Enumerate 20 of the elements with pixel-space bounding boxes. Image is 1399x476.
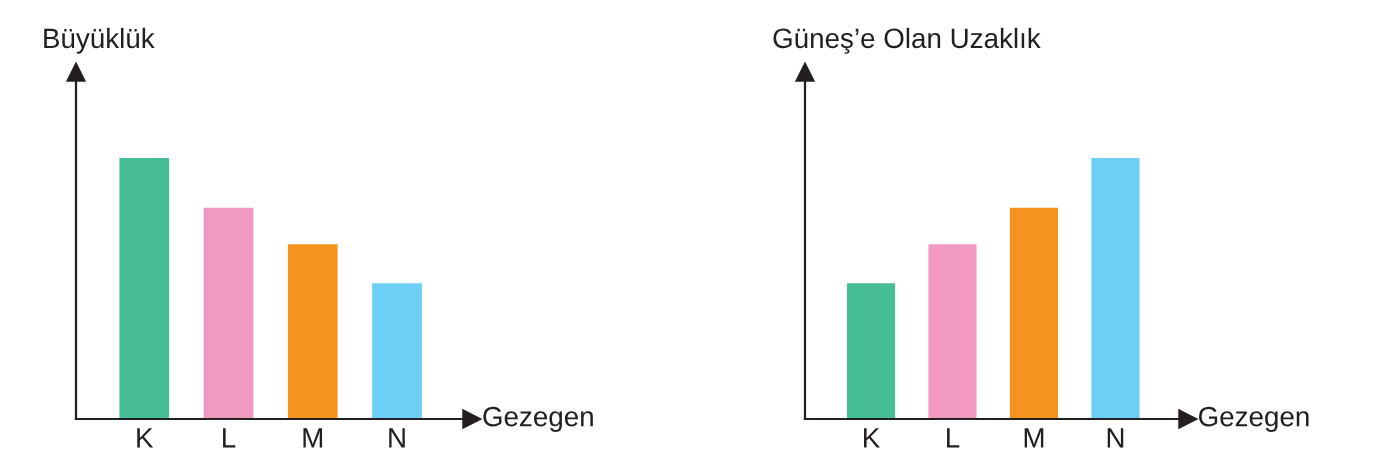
x-tick-label: K — [137, 428, 154, 448]
bar — [287, 244, 338, 419]
x-tick-label: N — [1107, 428, 1124, 448]
bar — [928, 244, 977, 419]
bar — [1009, 207, 1059, 419]
y-axis-title: Büyüklük — [44, 27, 155, 54]
bar — [372, 283, 422, 419]
x-tick-label: M — [1024, 428, 1044, 448]
bar — [1091, 158, 1140, 419]
x-tick-label: L — [223, 428, 236, 448]
y-axis-title: Güneş’e Olan Uzaklık — [773, 27, 1041, 54]
bar — [846, 283, 896, 419]
x-axis-title: Gezegen — [483, 406, 593, 432]
x-tick-label: M — [303, 428, 323, 448]
bar — [119, 158, 170, 419]
x-tick-label: N — [389, 428, 405, 448]
x-tick-label: L — [947, 428, 960, 448]
bar — [203, 207, 254, 419]
x-axis-title: Gezegen — [1198, 406, 1309, 432]
x-tick-label: K — [864, 428, 880, 448]
